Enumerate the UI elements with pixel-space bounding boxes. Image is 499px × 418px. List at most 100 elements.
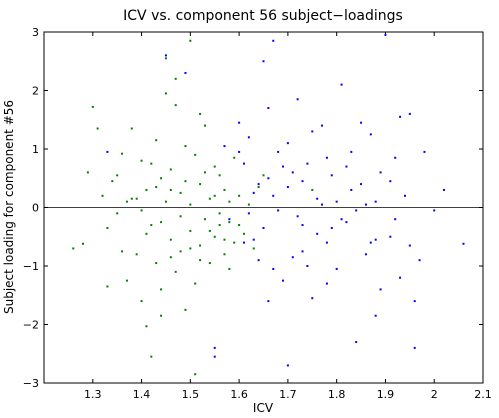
data-point — [433, 209, 436, 212]
data-point — [169, 168, 172, 171]
data-point — [325, 241, 328, 244]
data-point — [311, 188, 314, 191]
data-point — [199, 244, 202, 247]
data-point — [199, 259, 202, 262]
data-point — [364, 203, 367, 206]
data-point — [379, 171, 382, 174]
data-point — [282, 165, 285, 168]
data-point — [145, 325, 148, 328]
data-point — [101, 194, 104, 197]
x-tick-label: 1.7 — [279, 388, 297, 401]
data-point — [355, 341, 358, 344]
data-point — [213, 355, 216, 358]
x-tick-label: 2 — [431, 388, 438, 401]
data-point — [223, 145, 226, 148]
data-point — [160, 221, 163, 224]
data-point — [213, 235, 216, 238]
data-point — [160, 177, 163, 180]
data-point — [223, 253, 226, 256]
data-point — [369, 241, 372, 244]
data-point — [199, 112, 202, 115]
y-tick-label: 3 — [32, 26, 39, 39]
data-point — [238, 121, 241, 124]
data-point — [389, 235, 392, 238]
data-point — [311, 130, 314, 133]
data-point — [130, 197, 133, 200]
data-point — [394, 156, 397, 159]
data-point — [277, 209, 280, 212]
data-point — [150, 355, 153, 358]
data-point — [111, 180, 114, 183]
data-point — [140, 159, 143, 162]
data-point — [394, 218, 397, 221]
data-point — [130, 127, 133, 130]
data-point — [164, 200, 167, 203]
data-point — [252, 238, 255, 241]
data-point — [267, 177, 270, 180]
data-points — [72, 33, 465, 376]
data-point — [228, 200, 231, 203]
x-tick-label: 1.4 — [133, 388, 151, 401]
data-point — [150, 224, 153, 227]
data-point — [194, 373, 197, 376]
data-point — [223, 238, 226, 241]
data-point — [96, 127, 99, 130]
data-point — [164, 54, 167, 57]
data-point — [145, 188, 148, 191]
series-1 — [106, 33, 465, 367]
data-point — [121, 152, 124, 155]
data-point — [335, 267, 338, 270]
data-point — [423, 150, 426, 153]
data-point — [272, 194, 275, 197]
data-point — [106, 285, 109, 288]
chart-title: ICV vs. component 56 subject−loadings — [123, 8, 403, 24]
data-point — [228, 221, 231, 224]
data-point — [238, 224, 241, 227]
data-point — [125, 200, 128, 203]
data-point — [301, 180, 304, 183]
data-point — [145, 232, 148, 235]
data-point — [164, 57, 167, 60]
data-point — [379, 288, 382, 291]
data-point — [218, 224, 221, 227]
data-point — [184, 308, 187, 311]
data-point — [301, 250, 304, 253]
data-point — [160, 288, 163, 291]
data-point — [286, 186, 289, 189]
data-point — [316, 197, 319, 200]
data-point — [330, 174, 333, 177]
data-point — [262, 174, 265, 177]
data-point — [286, 364, 289, 367]
data-point — [179, 215, 182, 218]
data-point — [252, 191, 255, 194]
data-point — [247, 203, 250, 206]
data-point — [189, 203, 192, 206]
data-point — [218, 212, 221, 215]
y-tick-label: −2 — [23, 319, 39, 332]
data-point — [247, 212, 250, 215]
data-point — [208, 262, 211, 265]
data-point — [267, 300, 270, 303]
data-point — [340, 218, 343, 221]
data-point — [164, 92, 167, 95]
data-point — [389, 180, 392, 183]
data-point — [286, 142, 289, 145]
data-point — [72, 247, 75, 250]
data-point — [179, 250, 182, 253]
data-point — [257, 183, 260, 186]
data-point — [257, 186, 260, 189]
data-point — [213, 346, 216, 349]
data-point — [203, 218, 206, 221]
data-point — [184, 145, 187, 148]
x-tick-label: 1.6 — [230, 388, 248, 401]
data-point — [442, 188, 445, 191]
data-point — [169, 188, 172, 191]
data-point — [306, 162, 309, 165]
data-point — [384, 33, 387, 36]
x-tick-label: 1.5 — [182, 388, 200, 401]
data-point — [233, 241, 236, 244]
data-point — [189, 39, 192, 42]
data-point — [374, 238, 377, 241]
data-point — [242, 241, 245, 244]
data-point — [135, 197, 138, 200]
